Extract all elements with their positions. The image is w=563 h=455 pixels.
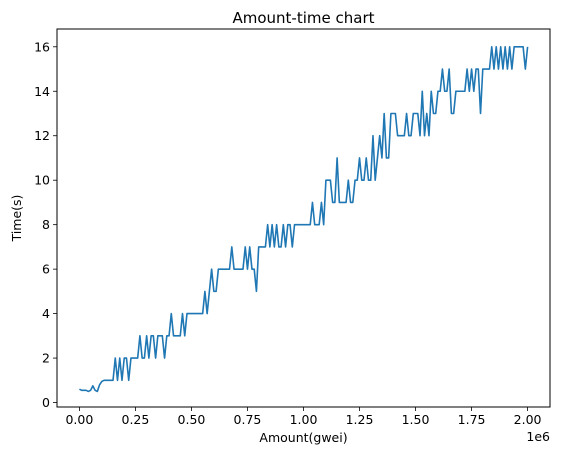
y-tick-label: 0 xyxy=(42,395,50,410)
x-tick-label: 1.25 xyxy=(346,412,374,427)
y-tick-label: 16 xyxy=(34,39,50,54)
y-tick-label: 8 xyxy=(42,217,50,232)
plot-area-frame xyxy=(56,28,551,408)
y-tick-label: 10 xyxy=(34,173,50,188)
x-tick-label: 1.50 xyxy=(402,412,430,427)
x-tick-label: 0.00 xyxy=(65,412,93,427)
y-tick-label: 2 xyxy=(42,351,50,366)
y-tick-label: 4 xyxy=(42,306,50,321)
x-tick-label: 2.00 xyxy=(514,412,542,427)
y-tick-label: 12 xyxy=(34,128,50,143)
y-axis-label: Time(s) xyxy=(9,195,24,243)
x-axis-label: Amount(gwei) xyxy=(259,430,347,445)
y-axis-ticks: 0 2 4 6 8 10 12 14 16 xyxy=(34,39,57,410)
x-tick-label: 0.75 xyxy=(234,412,262,427)
x-axis-ticks: 0.00 0.25 0.50 0.75 1.00 1.25 1.50 1.75 2.00 xyxy=(65,407,542,427)
series-line xyxy=(79,45,529,393)
x-axis-offset-label: 1e6 xyxy=(526,429,550,444)
x-tick-label: 1.75 xyxy=(458,412,486,427)
y-tick-label: 6 xyxy=(42,262,50,277)
x-tick-label: 0.50 xyxy=(178,412,206,427)
chart-title: Amount-time chart xyxy=(232,9,374,27)
x-tick-label: 0.25 xyxy=(122,412,150,427)
x-tick-label: 1.00 xyxy=(290,412,318,427)
y-tick-label: 14 xyxy=(34,84,50,99)
